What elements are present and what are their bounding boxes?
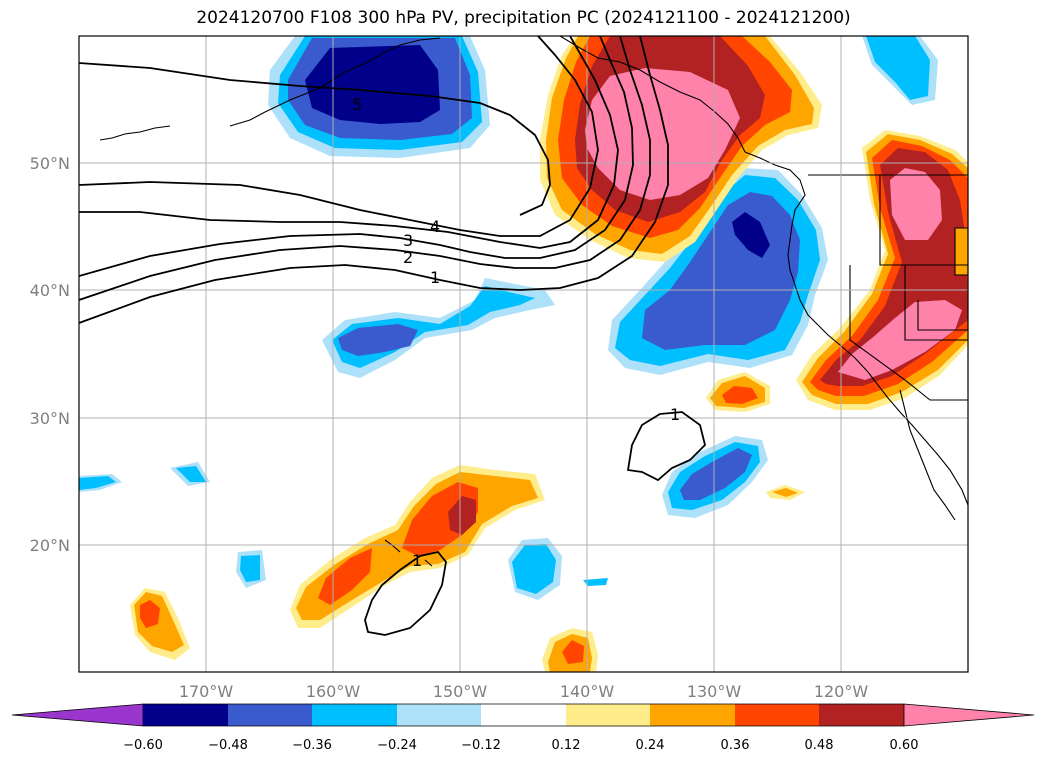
colorbar-segment: [481, 704, 566, 726]
gridlines: [79, 36, 968, 672]
lat-label: 50°N: [30, 154, 70, 173]
colorbar-segment: [650, 704, 735, 726]
lat-label: 40°N: [30, 281, 70, 300]
lon-label: 140°W: [560, 682, 615, 701]
precip-shading: [79, 36, 968, 672]
colorbar-tick: 0.24: [636, 738, 665, 753]
contour-label: 4: [430, 217, 440, 236]
latitude-labels: 50°N 40°N 30°N 20°N: [30, 154, 70, 555]
map-title: 2024120700 F108 300 hPa PV, precipitatio…: [196, 8, 851, 28]
colorbar-tick: 0.60: [890, 738, 919, 753]
colorbar-segment: [312, 704, 397, 726]
colorbar: −0.60 −0.48 −0.36 −0.24 −0.12 0.12 0.24 …: [11, 703, 1035, 753]
lon-label: 150°W: [433, 682, 488, 701]
contour-label: 2: [403, 248, 413, 267]
colorbar-tick: 0.48: [805, 738, 834, 753]
colorbar-tick: −0.60: [123, 738, 163, 753]
colorbar-tick: −0.36: [292, 738, 332, 753]
contour-label: 3: [403, 231, 413, 250]
colorbar-segment: [143, 704, 228, 726]
map-area: 5 4 3 2 1 1 1: [79, 36, 968, 672]
colorbar-tick: −0.12: [461, 738, 501, 753]
colorbar-segment: [819, 704, 904, 726]
lon-label: 170°W: [179, 682, 234, 701]
contour-label-group: 5 4 3 2 1 1 1: [352, 95, 680, 570]
contour-label: 1: [430, 268, 440, 287]
colorbar-tick: 0.36: [721, 738, 750, 753]
lat-label: 20°N: [30, 536, 70, 555]
colorbar-tick: −0.48: [208, 738, 248, 753]
colorbar-segment: [228, 704, 312, 726]
colorbar-extend-low: [11, 703, 144, 727]
colorbar-segment: [566, 704, 650, 726]
coastlines: [99, 36, 968, 567]
pv-contours: [79, 36, 706, 636]
contour-label: 5: [352, 95, 362, 114]
longitude-labels: 170°W 160°W 150°W 140°W 130°W 120°W: [179, 682, 869, 701]
colorbar-tick: 0.12: [552, 738, 581, 753]
colorbar-segment: [397, 704, 481, 726]
lat-label: 30°N: [30, 409, 70, 428]
map-frame: [78, 35, 969, 673]
lon-label: 120°W: [814, 682, 869, 701]
lon-label: 160°W: [306, 682, 361, 701]
contour-label: 1: [670, 405, 680, 424]
colorbar-segment: [735, 704, 819, 726]
colorbar-extend-high: [903, 703, 1035, 727]
contour-label: 1: [412, 551, 422, 570]
lon-label: 130°W: [687, 682, 742, 701]
colorbar-tick: −0.24: [377, 738, 417, 753]
